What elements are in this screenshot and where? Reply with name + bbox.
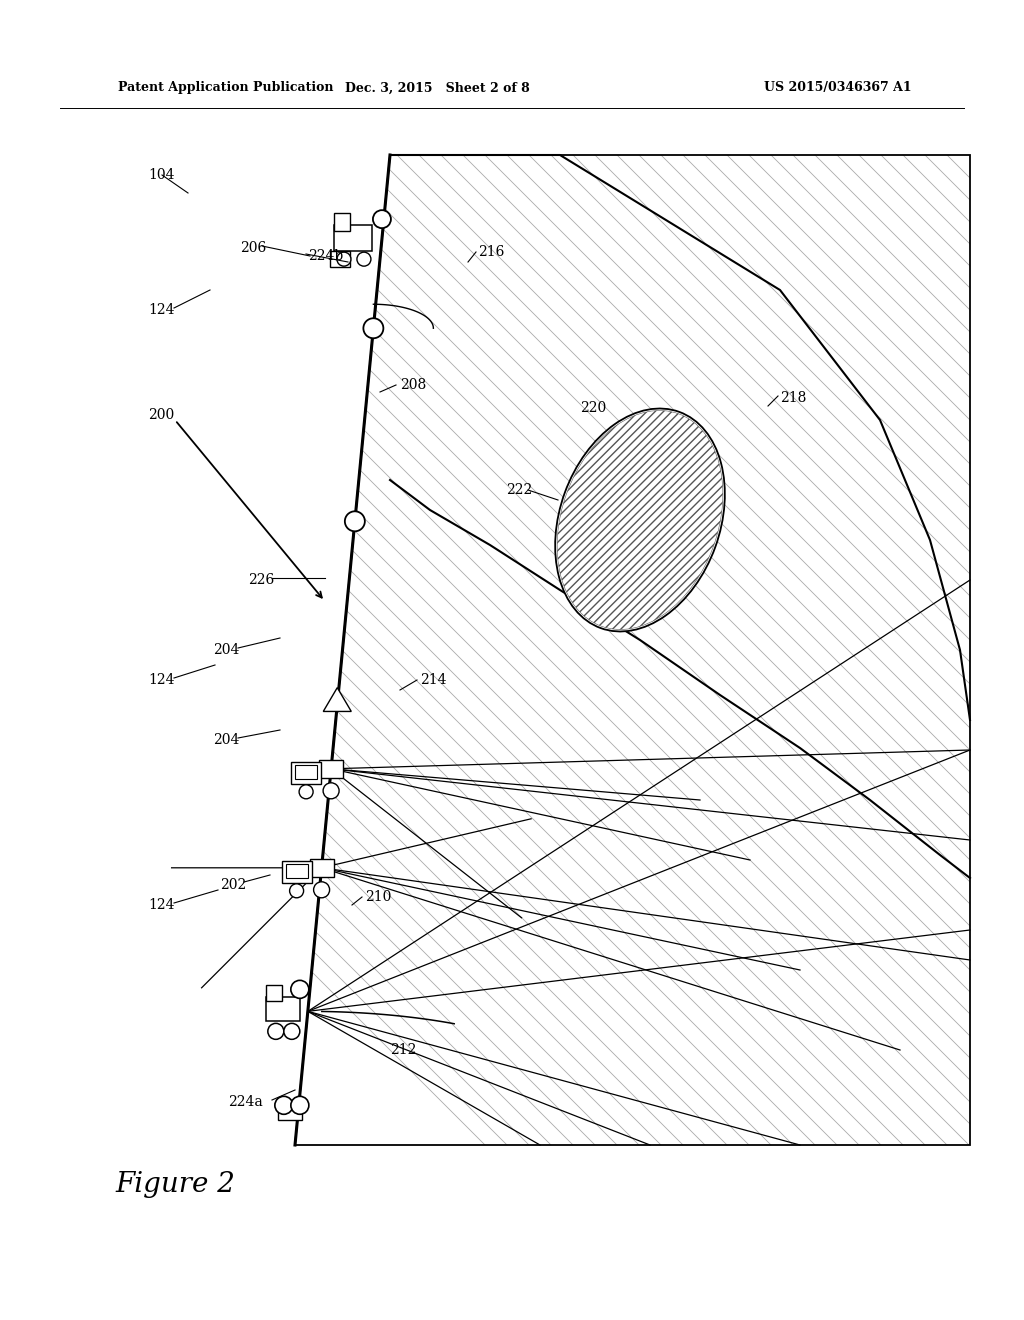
Text: 208: 208 xyxy=(400,378,426,392)
Circle shape xyxy=(284,1023,300,1039)
Polygon shape xyxy=(324,688,351,711)
Ellipse shape xyxy=(555,408,725,631)
Text: 204: 204 xyxy=(213,733,240,747)
Circle shape xyxy=(291,981,309,998)
Text: 202: 202 xyxy=(220,878,246,892)
Circle shape xyxy=(274,1097,293,1114)
Circle shape xyxy=(268,1023,284,1039)
Text: Figure 2: Figure 2 xyxy=(115,1172,234,1199)
Circle shape xyxy=(324,783,339,799)
Text: US 2015/0346367 A1: US 2015/0346367 A1 xyxy=(764,82,911,95)
FancyBboxPatch shape xyxy=(278,1105,302,1121)
Polygon shape xyxy=(295,154,970,1144)
Text: 224a: 224a xyxy=(228,1096,263,1109)
FancyBboxPatch shape xyxy=(319,760,343,777)
FancyBboxPatch shape xyxy=(266,998,300,1022)
Circle shape xyxy=(299,785,313,799)
Text: 216: 216 xyxy=(478,246,505,259)
Text: Dec. 3, 2015   Sheet 2 of 8: Dec. 3, 2015 Sheet 2 of 8 xyxy=(345,82,529,95)
FancyBboxPatch shape xyxy=(334,226,372,251)
Text: 210: 210 xyxy=(365,890,391,904)
Text: 220: 220 xyxy=(580,401,606,414)
FancyBboxPatch shape xyxy=(282,861,311,883)
Text: 214: 214 xyxy=(420,673,446,686)
Circle shape xyxy=(313,882,330,898)
FancyBboxPatch shape xyxy=(309,859,334,876)
Text: 218: 218 xyxy=(780,391,806,405)
Circle shape xyxy=(345,511,365,531)
Circle shape xyxy=(373,210,391,228)
Text: 206: 206 xyxy=(240,242,266,255)
Circle shape xyxy=(291,1097,309,1114)
Text: 224b: 224b xyxy=(308,249,343,263)
Circle shape xyxy=(357,252,371,267)
Circle shape xyxy=(290,884,303,898)
Text: 204: 204 xyxy=(213,643,240,657)
Text: 124: 124 xyxy=(148,898,174,912)
Text: 222: 222 xyxy=(506,483,532,498)
FancyBboxPatch shape xyxy=(334,213,350,231)
FancyBboxPatch shape xyxy=(330,251,350,267)
Circle shape xyxy=(337,252,351,267)
FancyBboxPatch shape xyxy=(295,764,317,779)
Text: 200: 200 xyxy=(148,408,174,422)
FancyBboxPatch shape xyxy=(266,985,282,1002)
Text: 124: 124 xyxy=(148,673,174,686)
Text: 226: 226 xyxy=(248,573,274,587)
FancyBboxPatch shape xyxy=(291,762,322,784)
Text: 124: 124 xyxy=(148,304,174,317)
Text: 104: 104 xyxy=(148,168,174,182)
Circle shape xyxy=(364,318,383,338)
Text: 212: 212 xyxy=(390,1043,417,1057)
Text: Patent Application Publication: Patent Application Publication xyxy=(118,82,334,95)
FancyBboxPatch shape xyxy=(286,863,307,878)
